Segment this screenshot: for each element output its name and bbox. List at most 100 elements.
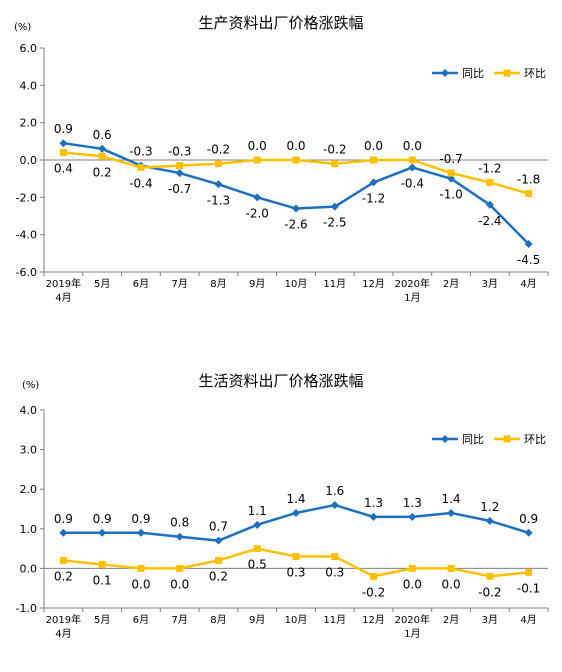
data-point [524,240,533,248]
y-tick-label: 2.0 [20,117,38,130]
data-point [447,169,455,177]
data-label: -2.6 [284,218,307,232]
data-point [486,178,494,186]
data-label: 0.9 [54,512,73,526]
data-point [176,564,184,572]
data-point [214,180,223,189]
chart-2: 生活资料出厂价格涨跌幅 (%) 4.0 3.0 2.0 1.0 0.0 -1.0 2019年 4月… [16,372,549,640]
data-label: 0.9 [131,512,150,526]
x-tick-label: 12月 [362,278,385,290]
data-label: -0.1 [517,581,540,595]
data-label: -2.5 [323,216,346,230]
data-label: -0.3 [129,145,152,159]
data-point [447,564,455,572]
data-label: -0.3 [168,145,191,159]
x-tick-label: 7月 [172,278,188,290]
data-label: 0.2 [209,569,228,583]
data-label: -0.2 [323,143,346,157]
data-point [485,516,494,525]
data-point [525,190,533,198]
data-label: 0.0 [131,577,150,591]
data-label: -1.3 [207,193,230,207]
data-label: 0.1 [93,573,112,587]
data-label: -1.0 [439,188,462,202]
chart-title: 生活资料出厂价格涨跌幅 [198,372,363,390]
y-tick-label: -2.0 [16,191,37,204]
x-tick-label: 1月 [404,292,420,304]
data-point [137,564,145,572]
data-label: 0.2 [93,165,112,179]
data-point [59,139,68,148]
x-tick-label: 2019年 [46,613,81,626]
data-label: 1.4 [286,492,305,506]
y-tick-label: -1.0 [16,602,37,615]
data-point [292,508,300,517]
data-label: 1.3 [364,496,383,510]
data-label: -0.2 [362,585,385,599]
data-label: -2.4 [478,214,501,228]
data-point [175,169,184,178]
legend-swatch-marker [503,435,511,443]
x-tick-label: 1月 [404,628,420,640]
data-point [524,528,533,537]
y-tick-label: -4.0 [16,229,37,242]
chart-1: 生产资料出厂价格涨跌幅 (%) 6.0 4.0 2.0 0.0 -2.0 -4.0 -6.0 20… [14,14,549,304]
data-point [330,202,339,211]
data-label: -1.2 [362,191,385,205]
x-tick-label: 2020年 [395,613,430,626]
y-tick-label: -6.0 [16,266,37,279]
legend-swatch-marker [503,69,511,77]
data-label: 0.2 [54,569,73,583]
data-point [525,568,533,576]
data-point [98,152,106,160]
data-point [253,545,261,553]
data-label: -0.2 [478,585,501,599]
x-tick-label: 4月 [55,292,71,304]
data-point [408,163,417,172]
data-label: 0.0 [442,577,461,591]
data-label: -2.0 [246,206,269,220]
data-label: 0.6 [93,128,112,142]
data-point [330,501,339,510]
y-tick-label: 2.0 [20,483,38,496]
data-label: -4.5 [517,253,540,267]
data-label: 0.9 [93,512,112,526]
data-point [408,512,417,521]
x-tick-label: 11月 [323,614,346,626]
y-tick-label: 3.0 [20,444,38,457]
x-tick-label: 8月 [210,278,226,290]
data-label: 0.0 [248,139,267,153]
x-tick-label: 11月 [323,278,346,290]
x-tick-label: 5月 [94,278,110,290]
series-mom: 0.2 0.1 0.0 0.0 0.2 0.5 0.3 0.3 -0.2 0.0 0.0 -0.2 -0… [54,545,540,599]
x-tick-label: 9月 [249,614,265,626]
data-point [369,178,378,187]
data-point [59,149,67,157]
data-label: 0.0 [403,577,422,591]
data-point [292,204,300,213]
data-label: -0.2 [207,143,230,157]
data-point [408,156,416,164]
data-label: 0.0 [170,577,189,591]
data-point [447,508,456,517]
data-label: 0.9 [519,512,538,526]
data-label: 0.8 [170,516,189,530]
data-point [136,528,145,537]
legend-label: 环比 [524,67,546,80]
legend-swatch-marker [441,435,449,443]
data-label: -0.4 [401,176,424,190]
x-tick-label: 4月 [520,278,536,290]
data-point [98,560,106,568]
data-point [137,163,145,171]
data-point [292,553,300,561]
chart-title: 生产资料出厂价格涨跌幅 [198,14,363,32]
x-tick-label: 3月 [482,614,498,626]
data-point [447,174,456,183]
data-label: -0.4 [129,176,152,190]
legend-swatch-marker [441,69,449,77]
legend: 同比 环比 [432,433,546,446]
x-tick-label: 6月 [133,614,149,626]
y-tick-label: 6.0 [20,42,38,55]
x-tick-label: 4月 [55,628,71,640]
y-tick-label: 0.0 [20,562,38,575]
